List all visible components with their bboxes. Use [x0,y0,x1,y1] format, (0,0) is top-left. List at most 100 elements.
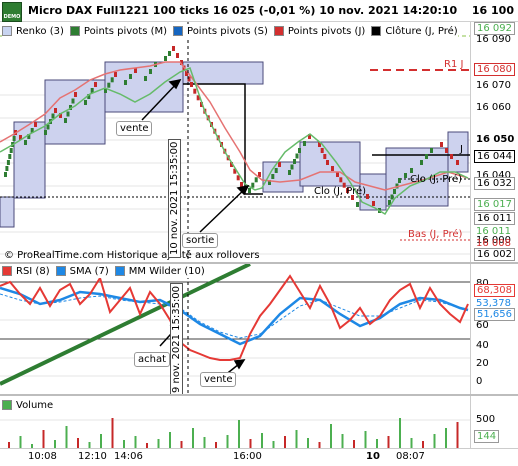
legend-renko[interactable]: Renko (3) [16,25,64,37]
pivot-s-value: 16 011 [476,226,511,237]
volume-bar [111,418,114,448]
legend-sma[interactable]: SMA (7) [69,265,109,277]
renko-brick [176,53,179,58]
legend-rsi[interactable]: RSI (8) [16,265,50,277]
legend-pivot-m[interactable]: Points pivots (M) [83,25,168,37]
low-prev-value: 16 008 [476,238,511,249]
renko-brick [172,46,175,51]
renko-brick [6,160,10,165]
renko-brick [425,154,428,159]
volume-legend: Volume [2,398,54,412]
renko-brick [34,122,37,127]
renko-brick [4,172,7,177]
renko-brick [190,82,193,87]
price-tick-16090: 16 090 [476,34,511,45]
volume-chart[interactable] [0,396,470,448]
volume-swatch[interactable] [2,400,12,410]
renko-brick [331,166,334,171]
legend-pivot-j[interactable]: Points pivots (J) [287,25,366,37]
annotation-vente-1[interactable]: vente [116,121,153,136]
close-swatch[interactable] [371,26,382,36]
renko-brick [8,154,12,159]
price-tick-16040: 16 040 [476,170,511,181]
pivot-j-swatch[interactable] [273,26,284,36]
datetime-label-bottom: 9 nov. 2021 15:35:00 [170,282,183,396]
renko-brick [144,76,147,81]
renko-brick [59,113,62,118]
pivot-m-swatch[interactable] [69,26,80,36]
renko-brick [187,76,191,82]
renko-brick [193,88,197,94]
price-chart[interactable]: R1 J J Clo (J, Pré) Clo (J, Pré) Bas (J,… [0,22,470,262]
renko-brick [107,82,111,88]
renko-brick [168,51,171,56]
time-axis[interactable] [0,448,518,466]
time-tick-day10: 10 [366,451,380,462]
rsi-swatch[interactable] [2,266,12,276]
legend-close[interactable]: Clôture (J, Pré) [385,25,458,37]
volume-bar [134,436,137,448]
rsi-tick-40: 40 [476,340,489,351]
renko-brick [278,162,281,167]
low-value: 16 002 [474,248,515,261]
volume-bar [318,442,321,448]
annotation-vente-2[interactable]: vente [200,372,237,387]
renko-brick [293,159,296,164]
legend-pivot-s[interactable]: Points pivots (S) [187,25,268,37]
renko-brick [440,142,443,147]
renko-brick [46,124,50,130]
renko-brick [303,141,306,146]
sma-swatch[interactable] [55,266,66,276]
renko-brick [372,201,375,206]
prorealtime-logo: DEMO [2,2,22,22]
volume-bar [272,441,275,448]
time-tick-1406: 14:06 [114,451,143,462]
renko-brick [71,98,75,104]
j-label: J [459,144,463,155]
renko-brick [248,188,251,193]
price-tick-16000: 16 000 [476,235,511,246]
renko-brick [12,136,16,141]
time-tick-0807: 08:07 [396,451,425,462]
price-tick-16070: 16 070 [476,80,511,91]
volume-bar [123,440,125,448]
close-prev-value: 16 032 [474,177,515,190]
renko-brick [134,68,137,73]
volume-bar [341,434,344,448]
renko-brick [74,92,77,97]
r1-j-label: R1 J [444,59,463,70]
renko-brick [185,71,188,76]
renko-brick [393,189,396,194]
annotation-achat[interactable]: achat [134,352,171,367]
renko-brick [430,148,433,153]
volume-bar [353,440,355,448]
wilder-value: 51,656 [474,308,515,321]
volume-bar [203,437,206,448]
renko-brick [351,195,354,200]
price-legend: Renko (3) Points pivots (M) Points pivot… [2,24,458,38]
renko-brick [445,148,448,153]
pivot-s-swatch[interactable] [173,26,184,36]
legend-wilder[interactable]: MM Wilder (10) [128,265,205,277]
volume-bar [54,440,56,448]
legend-volume[interactable]: Volume [16,399,54,411]
volume-bar [19,436,22,448]
renko-brick [230,162,233,167]
renko-brick [420,160,423,165]
sma-line [0,286,469,346]
renko-brick [271,174,275,179]
renko-brick [390,194,394,200]
renko-brick [346,188,349,193]
annotation-sortie[interactable]: sortie [182,233,219,248]
volume-bar [42,430,45,448]
renko-brick [290,164,294,170]
renko-brick [124,80,127,85]
volume-bar [376,439,378,448]
volume-bar [284,436,286,448]
trendline [0,264,251,386]
wilder-swatch[interactable] [114,266,125,276]
volume-bar [364,431,367,448]
renko-brick [288,170,291,175]
renko-swatch[interactable] [2,26,12,36]
time-tick-1600: 16:00 [233,451,262,462]
